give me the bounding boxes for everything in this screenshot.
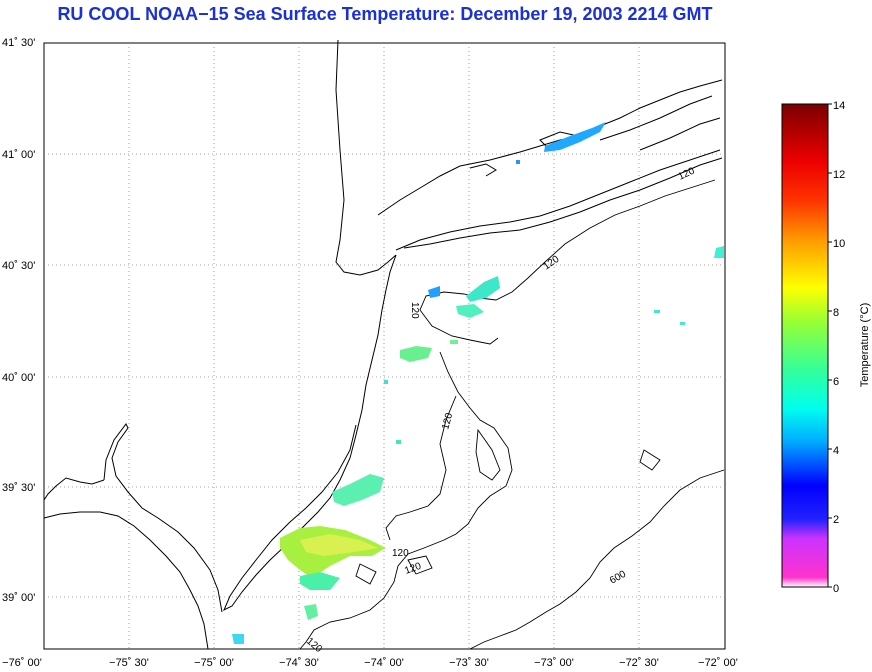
latitude-labels: 41˚ 30' 41˚ 00' 40˚ 30' 40˚ 00' 39˚ 30' … [2, 37, 35, 604]
contour-label: 120 [409, 302, 420, 319]
colorbar-tick: 0 [833, 583, 839, 595]
lat-label: 39˚ 00' [2, 592, 35, 604]
depth-contours [299, 179, 725, 650]
colorbar-scale [781, 103, 829, 588]
lat-label: 40˚ 00' [2, 372, 35, 384]
lon-label: −72˚ 30' [619, 657, 659, 669]
lon-label: −73˚ 30' [449, 657, 489, 669]
colorbar-tick: 4 [833, 445, 839, 457]
map-title: RU COOL NOAA−15 Sea Surface Temperature:… [57, 4, 713, 24]
colorbar-tick: 2 [833, 514, 839, 526]
lon-label: −74˚ 00' [364, 657, 404, 669]
colorbar-tick: 6 [833, 376, 839, 388]
colorbar-tick: 10 [833, 238, 845, 250]
lon-label: −75˚ 30' [109, 657, 149, 669]
colorbar-tick: 14 [833, 100, 845, 112]
lon-label: −76˚ 00' [2, 657, 42, 669]
lat-label: 40˚ 30' [2, 260, 35, 272]
colorbar: 14 12 10 8 6 4 2 0 Temperature (°C) [781, 100, 871, 595]
lon-label: −75˚ 00' [194, 657, 234, 669]
sst-patches [232, 122, 724, 644]
lon-label: −72˚ 00' [698, 657, 738, 669]
lon-label: −74˚ 30' [279, 657, 319, 669]
lat-label: 41˚ 30' [2, 37, 35, 49]
contour-label: 120 [392, 548, 409, 559]
lat-label: 41˚ 00' [2, 149, 35, 161]
lat-label: 39˚ 30' [2, 482, 35, 494]
map-frame [43, 42, 726, 650]
colorbar-tick: 8 [833, 307, 839, 319]
colorbar-tick: 12 [833, 169, 845, 181]
contour-label: 120 [440, 411, 455, 430]
longitude-labels: −76˚ 00' −75˚ 30' −75˚ 00' −74˚ 30' −74˚… [2, 657, 738, 669]
lon-label: −73˚ 00' [534, 657, 574, 669]
colorbar-label: Temperature (°C) [859, 303, 871, 387]
